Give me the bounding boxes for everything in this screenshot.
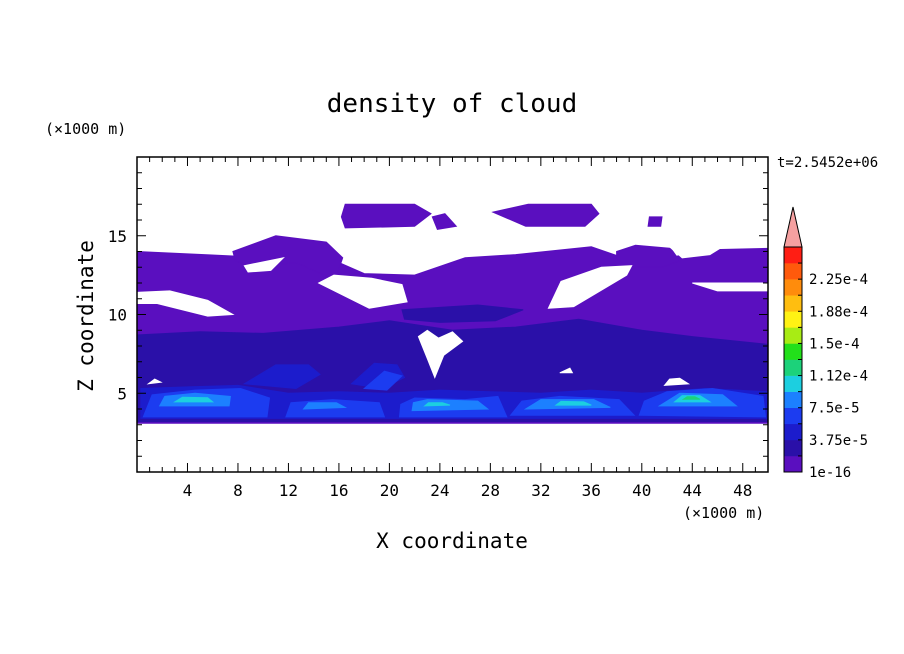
clear-sky-region — [317, 274, 408, 309]
colorbar-swatch — [784, 359, 802, 376]
contour-region-level-6 — [681, 396, 701, 400]
contour-region-level-3 — [362, 370, 403, 391]
x-tick-label: 28 — [481, 481, 500, 500]
colorbar-swatch — [784, 247, 802, 264]
contour-region-level-4 — [302, 402, 348, 410]
x-tick-label: 8 — [233, 481, 243, 500]
colorbar-swatch — [784, 263, 802, 280]
contour-region-level-5 — [554, 400, 592, 406]
colorbar-swatch — [784, 439, 802, 457]
contour-region-level-0 — [491, 203, 600, 227]
colorbar-label: 7.5e-5 — [809, 401, 860, 417]
time-label: t=2.5452e+06 — [777, 155, 878, 171]
x-tick-label: 48 — [733, 481, 752, 500]
chart-title: density of cloud — [327, 89, 577, 119]
clear-sky-region — [243, 256, 285, 273]
x-tick-label: 16 — [329, 481, 348, 500]
contour-region-level-2 — [242, 364, 321, 390]
y-unit-label: (×1000 m) — [45, 120, 126, 138]
colorbar-swatch — [784, 375, 802, 392]
contour-region-level-5 — [423, 402, 451, 407]
colorbar-label: 1.5e-4 — [809, 336, 860, 352]
colorbar-swatch — [784, 423, 802, 441]
colorbar-swatch — [784, 311, 802, 328]
clear-sky-region — [417, 329, 464, 379]
clear-sky-region — [547, 265, 633, 309]
clear-sky-region — [668, 244, 727, 259]
contour-region-level-0 — [340, 203, 432, 229]
contour-fills — [136, 203, 769, 424]
x-tick-label: 40 — [632, 481, 651, 500]
contour-region-level-0 — [647, 216, 663, 227]
clear-sky-region — [136, 290, 235, 317]
x-tick-label: 44 — [683, 481, 702, 500]
x-tick-label: 24 — [430, 481, 449, 500]
y-tick-label: 10 — [108, 306, 127, 325]
colorbar-swatch — [784, 295, 802, 312]
x-tick-label: 4 — [183, 481, 193, 500]
colorbar: 1e-16 3.75e-5 7.5e-5 1.12e-4 1.5e-4 1.88e-4 2.… — [783, 206, 868, 481]
clear-sky-region — [146, 378, 163, 385]
colorbar-swatch — [784, 391, 802, 409]
colorbar-label: 3.75e-5 — [809, 433, 868, 449]
colorbar-over-arrow — [783, 206, 803, 248]
colorbar-label: 1.88e-4 — [809, 304, 868, 320]
colorbar-swatch — [784, 343, 802, 360]
colorbar-swatch — [784, 327, 802, 344]
y-axis: 5 10 15 — [108, 172, 768, 457]
clear-sky-region — [559, 367, 574, 374]
contour-region-level-5 — [173, 396, 215, 403]
contour-region-level-0 — [616, 244, 681, 268]
x-tick-label: 12 — [279, 481, 298, 500]
y-tick-label: 15 — [108, 227, 127, 246]
x-tick-label: 20 — [380, 481, 399, 500]
y-axis-title: Z coordinate — [74, 240, 98, 392]
colorbar-label: 2.25e-4 — [809, 272, 868, 288]
x-axis: 4 8 12 16 20 24 28 32 36 40 44 48 — [149, 157, 756, 500]
colorbar-swatch — [784, 455, 802, 473]
x-axis-title: X coordinate — [376, 529, 528, 553]
x-unit-label: (×1000 m) — [683, 504, 764, 522]
colorbar-label: 1.12e-4 — [809, 369, 868, 385]
clear-sky-region — [663, 377, 691, 386]
y-tick-label: 5 — [117, 384, 127, 403]
colorbar-swatch — [784, 279, 802, 296]
contour-region-level-1 — [401, 304, 524, 323]
colorbar-swatch — [784, 407, 802, 425]
x-tick-label: 32 — [531, 481, 550, 500]
colorbar-label: 1e-16 — [809, 465, 851, 481]
x-tick-label: 36 — [582, 481, 601, 500]
contour-region-level-0 — [431, 213, 458, 230]
